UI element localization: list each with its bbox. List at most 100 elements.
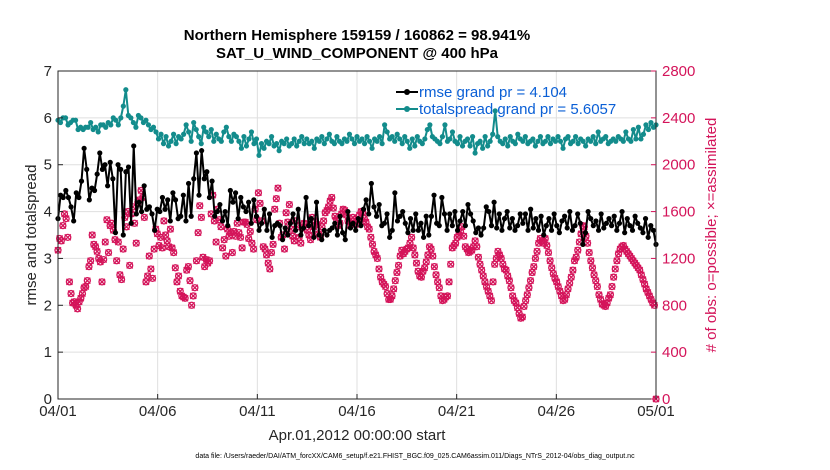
rmse-point [71,218,77,224]
totalspread-point [552,138,559,144]
rmse-point [167,218,173,224]
y-left-tick-label: 4 [44,204,52,221]
rmse-point [642,216,649,222]
x-tick-label: 04/11 [239,403,275,420]
rmse-point [63,187,69,194]
obs-point [132,239,140,247]
rmse-point [99,166,105,172]
obs-point [647,295,655,304]
totalspread-point [638,136,644,142]
totalspread-point [324,136,330,142]
totalspread-point [346,131,353,137]
obs-point [474,253,483,261]
rmse-point [146,204,152,210]
rmse-point [452,208,458,215]
rmse-point [316,232,322,238]
rmse-point [345,208,351,215]
rmse-point [415,227,421,233]
obs-point [326,197,334,205]
rmse-point [460,208,466,215]
rmse-point [115,162,121,168]
totalspread-point [630,126,636,133]
obs-point [370,247,378,256]
totalspread-point [261,145,267,151]
y-left-tick-label: 5 [44,157,52,174]
obs-point [391,277,399,285]
rmse-point [465,201,471,208]
rmse-point [645,234,651,240]
obs-point [184,262,193,271]
totalspread-point [301,141,307,147]
rmse-point [616,220,623,226]
obs-point [388,292,396,300]
obs-point [189,292,197,300]
rmse-point [65,194,72,201]
y-axis-left-label: rmse and totalspread [23,165,40,306]
totalspread-point [572,134,579,140]
totalspread-point [459,143,466,149]
obs-point [254,189,263,197]
rmse-point [447,211,453,217]
rmse-point [120,232,126,238]
totalspread-point [206,134,212,140]
totalspread-point [155,136,162,142]
totalspread-point [319,134,325,140]
obs-point [297,239,305,247]
rmse-point [428,213,435,219]
rmse-point [423,213,429,219]
totalspread-point [507,134,513,140]
obs-point [222,252,230,260]
totalspread-point [588,138,594,144]
obs-point [593,282,601,291]
totalspread-point [208,126,214,133]
rmse-point [165,197,171,203]
totalspread-point [454,141,461,147]
obs-point [183,266,191,274]
rmse-point [295,206,301,212]
rmse-point [84,166,90,172]
obs-point [533,247,541,256]
x-axis: 04/01 04/06 04/11 04/16 04/21 04/26 05/01 [39,394,675,420]
rmse-point [298,232,304,238]
totalspread-point [226,134,232,140]
totalspread-point [583,143,589,149]
rmse-point [454,227,461,233]
rmse-point [227,187,233,194]
rmse-point [564,225,570,231]
totalspread-point [170,131,177,137]
rmse-point [478,232,484,238]
totalspread-point [211,138,217,144]
rmse-point [541,232,547,238]
totalspread-point [593,141,599,147]
obs-point [411,251,419,259]
totalspread-point [296,138,302,144]
obs-point [422,258,430,266]
totalspread-point [268,134,275,140]
obs-point [329,204,338,212]
obs-point [494,247,502,256]
obs-point [427,245,435,253]
rmse-point [627,223,633,229]
rmse-point [410,227,416,233]
rmse-point [499,227,505,233]
rmse-point [149,211,155,217]
totalspread-point [351,141,358,147]
totalspread-point [181,131,187,137]
y-left-tick-label: 2 [44,297,52,314]
obs-point [98,278,106,286]
obs-point [249,245,258,253]
rmse-point [400,208,406,215]
totalspread-point [480,145,486,151]
rmse-point [624,216,630,222]
totalspread-point [603,134,609,140]
x-tick-label: 05/01 [637,403,675,420]
obs-point [569,266,577,274]
rmse-point [462,223,468,229]
totalspread-point [447,136,453,142]
rmse-point [530,225,536,231]
totalspread-point [238,145,245,151]
rmse-point [538,213,544,219]
rmse-point [319,237,325,243]
totalspread-point [570,138,576,144]
